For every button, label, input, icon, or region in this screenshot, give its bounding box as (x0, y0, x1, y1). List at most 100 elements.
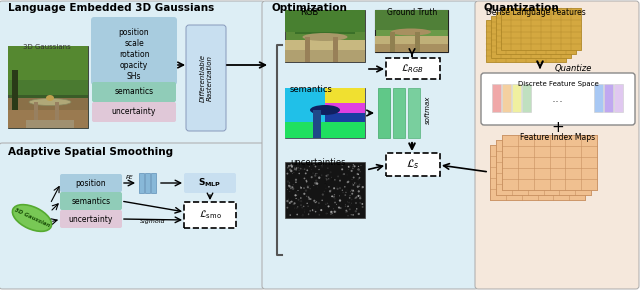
FancyBboxPatch shape (184, 202, 236, 228)
Circle shape (326, 193, 327, 194)
Circle shape (320, 209, 323, 211)
Circle shape (315, 202, 316, 203)
Bar (145, 173, 150, 193)
Bar (285, 10, 365, 62)
Circle shape (298, 173, 300, 174)
Text: semantics: semantics (115, 88, 154, 97)
Circle shape (342, 165, 343, 166)
Circle shape (300, 200, 302, 202)
Ellipse shape (46, 95, 54, 101)
Bar (375, 10, 448, 30)
Circle shape (345, 206, 346, 207)
Circle shape (302, 214, 303, 215)
Circle shape (358, 174, 359, 175)
Circle shape (349, 195, 351, 196)
Circle shape (333, 164, 335, 165)
Text: RGB: RGB (300, 8, 318, 17)
Bar (285, 122, 365, 138)
Circle shape (308, 185, 309, 186)
Circle shape (289, 185, 291, 187)
Circle shape (287, 191, 288, 192)
Circle shape (307, 185, 308, 186)
Text: scale: scale (124, 39, 144, 48)
Circle shape (312, 172, 314, 174)
Text: Sigmoid: Sigmoid (140, 219, 166, 224)
Circle shape (349, 208, 351, 210)
Circle shape (294, 168, 296, 170)
Circle shape (346, 210, 347, 211)
Circle shape (327, 203, 328, 204)
Circle shape (318, 177, 321, 179)
Circle shape (318, 202, 320, 204)
Circle shape (334, 179, 336, 181)
Circle shape (287, 207, 288, 209)
Circle shape (310, 210, 311, 212)
FancyBboxPatch shape (0, 143, 265, 289)
Circle shape (289, 168, 291, 171)
Circle shape (308, 213, 309, 215)
Text: position: position (76, 179, 106, 188)
Circle shape (360, 165, 362, 166)
Circle shape (345, 204, 346, 205)
Circle shape (324, 202, 326, 204)
Circle shape (327, 213, 328, 214)
Circle shape (306, 196, 307, 197)
Circle shape (341, 181, 342, 182)
Text: Quantization: Quantization (484, 3, 560, 13)
Circle shape (353, 164, 354, 166)
Text: PE: PE (126, 175, 134, 180)
Circle shape (314, 175, 316, 177)
Circle shape (291, 164, 293, 166)
Circle shape (321, 164, 323, 166)
Circle shape (342, 174, 343, 175)
Circle shape (362, 206, 364, 208)
Circle shape (312, 209, 314, 211)
Text: Quantize: Quantize (555, 64, 593, 72)
Circle shape (292, 164, 293, 165)
Circle shape (339, 208, 340, 209)
Bar (8, 98, 88, 128)
Bar (295, 26, 355, 34)
Circle shape (353, 191, 355, 192)
Circle shape (325, 178, 328, 181)
Circle shape (300, 204, 301, 206)
Circle shape (291, 201, 292, 203)
FancyBboxPatch shape (92, 82, 176, 102)
Text: Ground Truth: Ground Truth (387, 8, 437, 17)
Circle shape (313, 209, 315, 211)
Bar (26, 120, 74, 128)
Circle shape (332, 213, 333, 214)
Circle shape (358, 177, 360, 178)
Circle shape (295, 182, 297, 183)
Circle shape (337, 188, 339, 190)
Circle shape (328, 205, 330, 207)
Circle shape (339, 199, 341, 202)
Circle shape (351, 179, 353, 180)
Text: Differentiable
Rasterization: Differentiable Rasterization (200, 54, 212, 102)
Bar (55, 102, 59, 128)
Circle shape (290, 188, 292, 189)
Circle shape (362, 203, 364, 205)
Circle shape (351, 214, 352, 215)
Circle shape (333, 197, 336, 200)
Circle shape (321, 166, 323, 168)
Circle shape (316, 173, 317, 174)
Circle shape (337, 175, 339, 177)
Circle shape (307, 203, 308, 204)
Text: rotation: rotation (119, 50, 149, 59)
Circle shape (295, 169, 297, 171)
FancyBboxPatch shape (386, 153, 440, 176)
Circle shape (305, 180, 307, 182)
Circle shape (348, 202, 350, 204)
Circle shape (309, 178, 310, 180)
Text: position: position (118, 28, 149, 37)
Circle shape (289, 214, 291, 216)
Circle shape (348, 206, 349, 207)
Circle shape (355, 182, 356, 184)
Text: ...: ... (552, 93, 564, 106)
Circle shape (333, 208, 334, 209)
Circle shape (287, 189, 288, 190)
FancyBboxPatch shape (91, 17, 177, 85)
Bar (8, 46, 88, 128)
Text: SHs: SHs (127, 72, 141, 81)
